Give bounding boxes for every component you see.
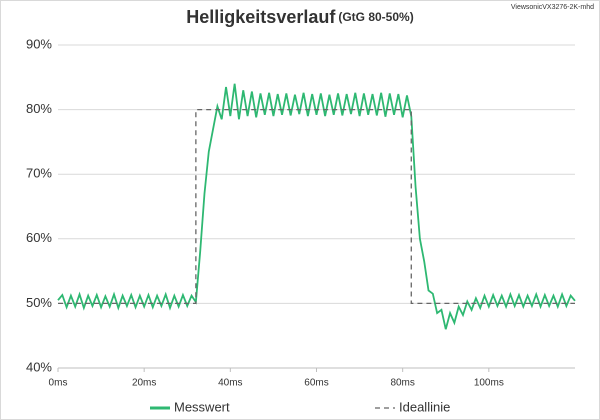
x-tick-label: 100ms: [474, 378, 504, 389]
chart-title: Helligkeitsverlauf (GtG 80-50%): [186, 7, 413, 27]
y-tick-label: 40%: [26, 359, 52, 374]
legend-label: Messwert: [174, 399, 230, 414]
y-tick-label: 50%: [26, 295, 52, 310]
x-tick-label: 60ms: [304, 378, 328, 389]
x-tick-label: 80ms: [390, 378, 414, 389]
annotation: ViewsonicVX3276-2K-mhd: [511, 4, 594, 11]
x-tick-label: 40ms: [218, 378, 242, 389]
x-tick-label: 0ms: [49, 378, 68, 389]
subtitle: (GtG 80-50%): [338, 10, 413, 24]
y-tick-label: 90%: [26, 36, 52, 51]
series-line: [57, 83, 576, 330]
title: Helligkeitsverlauf: [186, 7, 336, 27]
y-tick-label: 80%: [26, 101, 52, 116]
x-tick-label: 20ms: [132, 378, 156, 389]
y-tick-label: 60%: [26, 230, 52, 245]
y-tick-label: 70%: [26, 166, 52, 181]
legend-label: Ideallinie: [399, 399, 450, 414]
series-line: [58, 108, 575, 305]
